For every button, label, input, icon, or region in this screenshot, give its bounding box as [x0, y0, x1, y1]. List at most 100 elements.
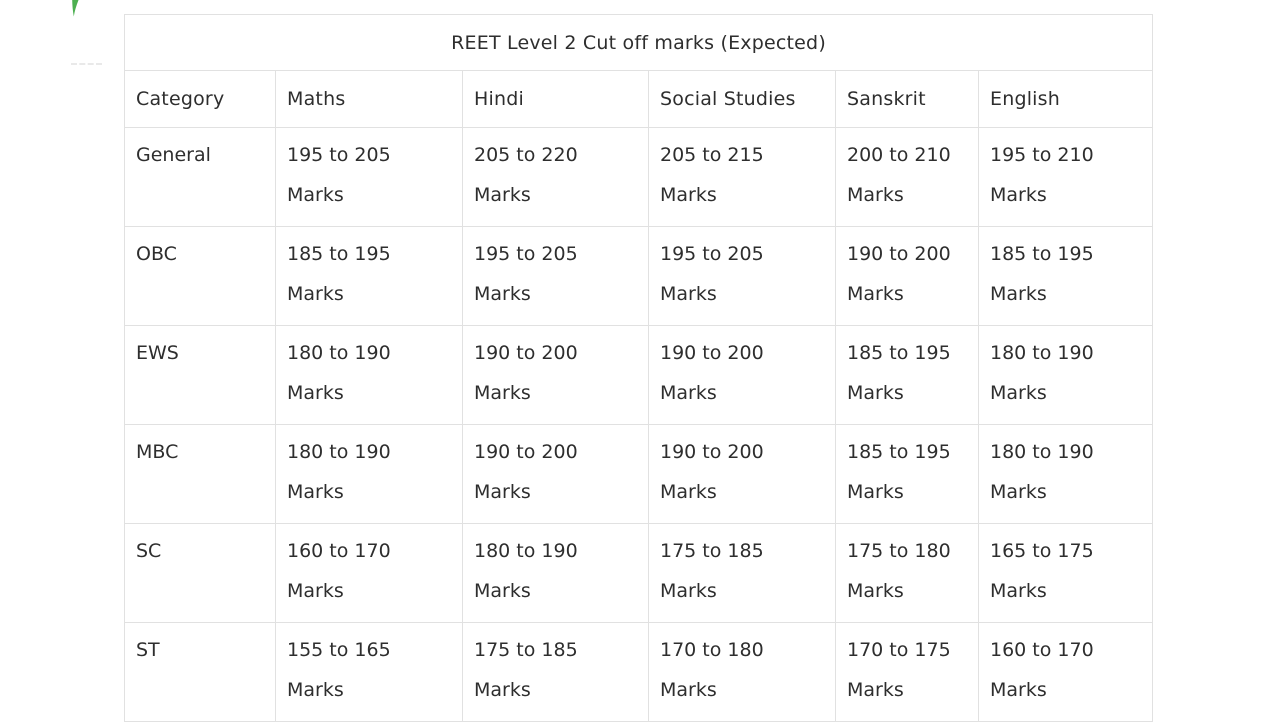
marks-unit-label: Marks	[287, 679, 344, 701]
category-cell: EWS	[124, 325, 276, 425]
marks-range: 185 to 195	[847, 441, 951, 463]
column-header-category: Category	[124, 70, 276, 128]
marks-range: 195 to 205	[474, 243, 578, 265]
marks-unit-label: Marks	[990, 382, 1047, 404]
marks-cell: 165 to 175 Marks	[977, 523, 1154, 623]
marks-range: 175 to 180	[847, 540, 951, 562]
marks-cell: 180 to 190 Marks	[275, 325, 463, 425]
marks-range: 180 to 190	[287, 342, 391, 364]
marks-cell: 195 to 205 Marks	[275, 127, 463, 227]
marks-cell: 195 to 205 Marks	[648, 226, 836, 326]
marks-range: 180 to 190	[990, 342, 1094, 364]
marks-unit-label: Marks	[847, 382, 904, 404]
marks-range: 195 to 205	[660, 243, 764, 265]
column-header-maths: Maths	[275, 70, 463, 128]
table-row-general: General 195 to 205 Marks 205 to 220 Mark…	[124, 127, 1154, 227]
marks-range: 185 to 195	[287, 243, 391, 265]
marks-unit-label: Marks	[847, 283, 904, 305]
marks-cell: 205 to 220 Marks	[462, 127, 649, 227]
marks-range: 175 to 185	[660, 540, 764, 562]
marks-unit-label: Marks	[660, 184, 717, 206]
marks-unit-label: Marks	[990, 481, 1047, 503]
marks-unit-label: Marks	[660, 679, 717, 701]
table-row-sc: SC 160 to 170 Marks 180 to 190 Marks 175…	[124, 523, 1154, 623]
marks-unit-label: Marks	[847, 580, 904, 602]
marks-cell: 170 to 175 Marks	[835, 622, 979, 722]
marks-range: 170 to 180	[660, 639, 764, 661]
marks-unit-label: Marks	[660, 580, 717, 602]
marks-cell: 185 to 195 Marks	[275, 226, 463, 326]
marks-unit-label: Marks	[474, 580, 531, 602]
marks-range: 180 to 190	[287, 441, 391, 463]
marks-unit-label: Marks	[287, 580, 344, 602]
marks-range: 180 to 190	[474, 540, 578, 562]
marks-unit-label: Marks	[990, 679, 1047, 701]
category-cell: SC	[124, 523, 276, 623]
column-header-english: English	[977, 70, 1154, 128]
marks-cell: 190 to 200 Marks	[648, 424, 836, 524]
marks-range: 195 to 205	[287, 144, 391, 166]
marks-cell: 200 to 210 Marks	[835, 127, 979, 227]
marks-unit-label: Marks	[474, 481, 531, 503]
marks-unit-label: Marks	[287, 184, 344, 206]
marks-unit-label: Marks	[660, 481, 717, 503]
marks-range: 195 to 210	[990, 144, 1094, 166]
marks-cell: 160 to 170 Marks	[977, 622, 1154, 722]
marks-cell: 195 to 210 Marks	[977, 127, 1154, 227]
marks-cell: 185 to 195 Marks	[977, 226, 1154, 326]
marks-range: 190 to 200	[474, 441, 578, 463]
marks-unit-label: Marks	[287, 382, 344, 404]
marks-range: 190 to 200	[474, 342, 578, 364]
marks-unit-label: Marks	[287, 283, 344, 305]
header-row: Category Maths Hindi Social Studies Sans…	[124, 70, 1154, 128]
marks-cell: 190 to 200 Marks	[648, 325, 836, 425]
marks-unit-label: Marks	[474, 283, 531, 305]
marks-unit-label: Marks	[287, 481, 344, 503]
marks-cell: 155 to 165 Marks	[275, 622, 463, 722]
marks-range: 200 to 210	[847, 144, 951, 166]
dashed-divider	[71, 63, 102, 65]
marks-unit-label: Marks	[660, 283, 717, 305]
marks-cell: 175 to 185 Marks	[648, 523, 836, 623]
marks-range: 170 to 175	[847, 639, 951, 661]
marks-cell: 185 to 195 Marks	[835, 424, 979, 524]
marks-range: 160 to 170	[990, 639, 1094, 661]
marks-cell: 160 to 170 Marks	[275, 523, 463, 623]
category-cell: OBC	[124, 226, 276, 326]
category-cell: MBC	[124, 424, 276, 524]
marks-range: 160 to 170	[287, 540, 391, 562]
marks-unit-label: Marks	[474, 679, 531, 701]
table-title: REET Level 2 Cut off marks (Expected)	[123, 14, 1154, 71]
table-row-obc: OBC 185 to 195 Marks 195 to 205 Marks 19…	[124, 226, 1154, 326]
table-row-st: ST 155 to 165 Marks 175 to 185 Marks 170…	[124, 622, 1154, 722]
column-header-sanskrit: Sanskrit	[835, 70, 979, 128]
table-row-mbc: MBC 180 to 190 Marks 190 to 200 Marks 19…	[124, 424, 1154, 524]
marks-range: 185 to 195	[847, 342, 951, 364]
marks-unit-label: Marks	[474, 184, 531, 206]
marks-cell: 180 to 190 Marks	[977, 325, 1154, 425]
marks-cell: 190 to 200 Marks	[462, 325, 649, 425]
marks-unit-label: Marks	[474, 382, 531, 404]
marks-unit-label: Marks	[990, 184, 1047, 206]
marks-unit-label: Marks	[990, 580, 1047, 602]
marks-cell: 180 to 190 Marks	[462, 523, 649, 623]
marks-range: 175 to 185	[474, 639, 578, 661]
marks-cell: 190 to 200 Marks	[835, 226, 979, 326]
marks-range: 190 to 200	[660, 441, 764, 463]
marks-range: 190 to 200	[847, 243, 951, 265]
marks-cell: 180 to 190 Marks	[275, 424, 463, 524]
marks-cell: 170 to 180 Marks	[648, 622, 836, 722]
marks-cell: 205 to 215 Marks	[648, 127, 836, 227]
marks-unit-label: Marks	[847, 679, 904, 701]
marks-unit-label: Marks	[990, 283, 1047, 305]
marks-cell: 175 to 185 Marks	[462, 622, 649, 722]
marks-range: 180 to 190	[990, 441, 1094, 463]
marks-cell: 185 to 195 Marks	[835, 325, 979, 425]
marks-range: 155 to 165	[287, 639, 391, 661]
marks-unit-label: Marks	[847, 481, 904, 503]
table-row-ews: EWS 180 to 190 Marks 190 to 200 Marks 19…	[124, 325, 1154, 425]
marks-range: 185 to 195	[990, 243, 1094, 265]
marks-unit-label: Marks	[847, 184, 904, 206]
category-cell: General	[124, 127, 276, 227]
cutoff-marks-table: REET Level 2 Cut off marks (Expected) Ca…	[123, 14, 1154, 722]
